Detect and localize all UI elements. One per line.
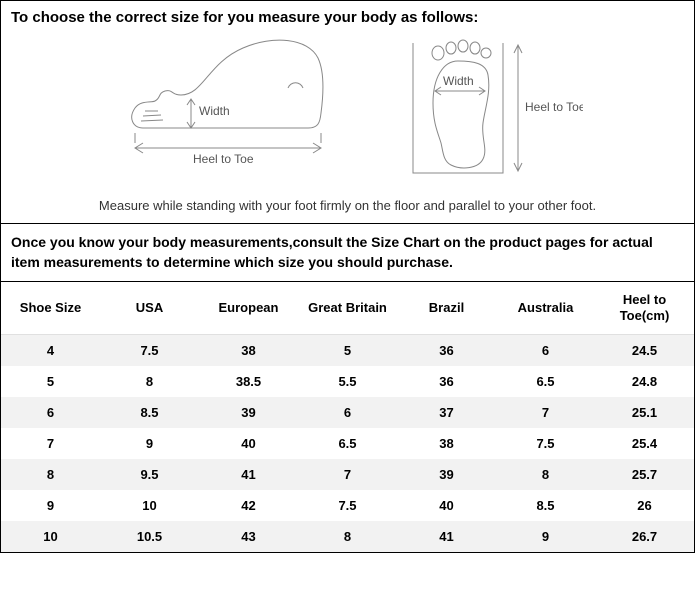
table-cell: 5.5 bbox=[298, 366, 397, 397]
table-cell: 38 bbox=[199, 335, 298, 367]
table-row: 910427.5408.526 bbox=[1, 490, 694, 521]
col-shoe-size: Shoe Size bbox=[1, 282, 100, 335]
table-cell: 7 bbox=[298, 459, 397, 490]
table-cell: 9.5 bbox=[100, 459, 199, 490]
side-width-label: Width bbox=[199, 104, 230, 118]
table-cell: 8 bbox=[298, 521, 397, 552]
table-cell: 4 bbox=[1, 335, 100, 367]
table-cell: 6 bbox=[1, 397, 100, 428]
table-cell: 10.5 bbox=[100, 521, 199, 552]
table-cell: 7.5 bbox=[298, 490, 397, 521]
table-cell: 39 bbox=[397, 459, 496, 490]
table-cell: 40 bbox=[199, 428, 298, 459]
col-european: European bbox=[199, 282, 298, 335]
foot-top-view-diagram: Width Heel to Toe bbox=[403, 33, 583, 188]
table-cell: 24.8 bbox=[595, 366, 694, 397]
col-brazil: Brazil bbox=[397, 282, 496, 335]
table-cell: 25.4 bbox=[595, 428, 694, 459]
table-cell: 36 bbox=[397, 366, 496, 397]
table-cell: 5 bbox=[1, 366, 100, 397]
col-australia: Australia bbox=[496, 282, 595, 335]
table-cell: 40 bbox=[397, 490, 496, 521]
table-cell: 7.5 bbox=[100, 335, 199, 367]
top-heel-toe-label: Heel to Toe bbox=[525, 100, 583, 114]
instruction-text: Once you know your body measurements,con… bbox=[1, 224, 694, 281]
table-row: 47.538536624.5 bbox=[1, 335, 694, 367]
table-cell: 9 bbox=[496, 521, 595, 552]
table-cell: 41 bbox=[397, 521, 496, 552]
table-cell: 6.5 bbox=[298, 428, 397, 459]
col-heel-to-toe: Heel to Toe(cm) bbox=[595, 282, 694, 335]
foot-side-view-diagram: Width Heel to Toe bbox=[113, 33, 343, 188]
table-cell: 7 bbox=[496, 397, 595, 428]
table-cell: 41 bbox=[199, 459, 298, 490]
table-cell: 6 bbox=[298, 397, 397, 428]
table-cell: 39 bbox=[199, 397, 298, 428]
table-cell: 8 bbox=[1, 459, 100, 490]
table-row: 79406.5387.525.4 bbox=[1, 428, 694, 459]
table-cell: 7 bbox=[1, 428, 100, 459]
table-cell: 38 bbox=[397, 428, 496, 459]
table-cell: 5 bbox=[298, 335, 397, 367]
table-cell: 7.5 bbox=[496, 428, 595, 459]
table-cell: 10 bbox=[100, 490, 199, 521]
table-cell: 26 bbox=[595, 490, 694, 521]
size-chart-table: Shoe Size USA European Great Britain Bra… bbox=[1, 282, 694, 553]
table-cell: 36 bbox=[397, 335, 496, 367]
table-cell: 24.5 bbox=[595, 335, 694, 367]
table-cell: 6.5 bbox=[496, 366, 595, 397]
table-header-row: Shoe Size USA European Great Britain Bra… bbox=[1, 282, 694, 335]
table-row: 68.539637725.1 bbox=[1, 397, 694, 428]
table-cell: 42 bbox=[199, 490, 298, 521]
top-width-label: Width bbox=[443, 74, 474, 88]
col-great-britain: Great Britain bbox=[298, 282, 397, 335]
table-row: 89.541739825.7 bbox=[1, 459, 694, 490]
foot-diagram-area: Width Heel to Toe bbox=[1, 34, 694, 194]
table-cell: 25.1 bbox=[595, 397, 694, 428]
main-heading: To choose the correct size for you measu… bbox=[1, 1, 694, 34]
table-cell: 8.5 bbox=[100, 397, 199, 428]
table-cell: 9 bbox=[1, 490, 100, 521]
table-cell: 8.5 bbox=[496, 490, 595, 521]
table-cell: 9 bbox=[100, 428, 199, 459]
table-cell: 8 bbox=[100, 366, 199, 397]
table-cell: 43 bbox=[199, 521, 298, 552]
table-cell: 6 bbox=[496, 335, 595, 367]
table-row: 5838.55.5366.524.8 bbox=[1, 366, 694, 397]
size-chart-container: To choose the correct size for you measu… bbox=[0, 0, 695, 553]
table-row: 1010.543841926.7 bbox=[1, 521, 694, 552]
table-cell: 38.5 bbox=[199, 366, 298, 397]
col-usa: USA bbox=[100, 282, 199, 335]
side-heel-toe-label: Heel to Toe bbox=[193, 152, 254, 166]
table-cell: 8 bbox=[496, 459, 595, 490]
diagram-caption: Measure while standing with your foot fi… bbox=[1, 194, 694, 223]
table-cell: 37 bbox=[397, 397, 496, 428]
table-cell: 25.7 bbox=[595, 459, 694, 490]
table-cell: 10 bbox=[1, 521, 100, 552]
table-cell: 26.7 bbox=[595, 521, 694, 552]
